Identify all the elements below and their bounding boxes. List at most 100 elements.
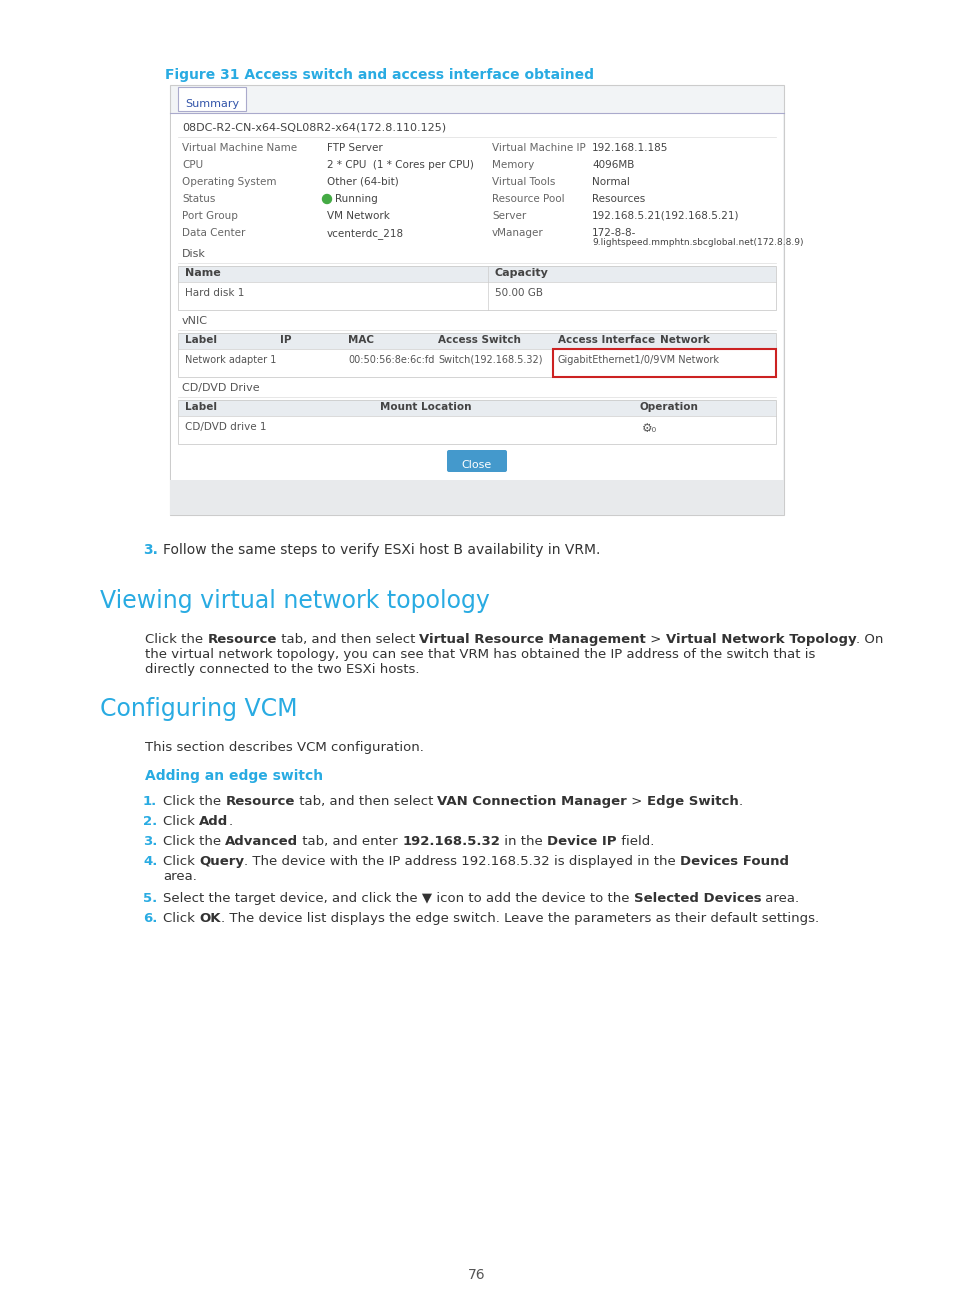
Text: in the: in the: [499, 835, 547, 848]
Text: 6.: 6.: [143, 912, 157, 925]
Text: Virtual Machine Name: Virtual Machine Name: [182, 143, 296, 153]
Text: Status: Status: [182, 194, 215, 203]
Text: area.: area.: [760, 892, 799, 905]
Text: Follow the same steps to verify ESXi host B availability in VRM.: Follow the same steps to verify ESXi hos…: [163, 543, 599, 557]
Text: Click: Click: [163, 912, 199, 925]
Text: Operation: Operation: [639, 402, 699, 412]
Text: MAC: MAC: [348, 334, 374, 345]
Text: Devices Found: Devices Found: [679, 855, 788, 868]
Bar: [170, 86, 783, 515]
Text: .: .: [738, 794, 741, 807]
Text: Network adapter 1: Network adapter 1: [185, 355, 276, 365]
Text: Mount Location: Mount Location: [379, 402, 471, 412]
Text: tab, and then select: tab, and then select: [294, 794, 436, 807]
Text: Query: Query: [199, 855, 244, 868]
Text: 50.00 GB: 50.00 GB: [495, 288, 542, 298]
Text: tab, and enter: tab, and enter: [298, 835, 402, 848]
Text: 192.168.5.21(192.168.5.21): 192.168.5.21(192.168.5.21): [592, 211, 739, 222]
Text: Click: Click: [163, 855, 199, 868]
Text: 1.: 1.: [143, 794, 157, 807]
Text: Virtual Machine IP: Virtual Machine IP: [492, 143, 585, 153]
Text: 08DC-R2-CN-x64-SQL08R2-x64(172.8.110.125): 08DC-R2-CN-x64-SQL08R2-x64(172.8.110.125…: [182, 123, 446, 133]
Text: Switch(192.168.5.32): Switch(192.168.5.32): [437, 355, 542, 365]
Text: Server: Server: [492, 211, 526, 222]
Text: 3.: 3.: [143, 835, 157, 848]
Text: Access Switch: Access Switch: [437, 334, 520, 345]
Text: Viewing virtual network topology: Viewing virtual network topology: [100, 588, 489, 613]
Text: Capacity: Capacity: [495, 268, 548, 279]
Text: 00:50:56:8e:6c:fd: 00:50:56:8e:6c:fd: [348, 355, 434, 365]
Bar: [178, 87, 246, 111]
Text: Data Center: Data Center: [182, 228, 245, 238]
Text: . On: . On: [856, 632, 882, 645]
Text: Selected Devices: Selected Devices: [633, 892, 760, 905]
Bar: [178, 400, 775, 445]
Text: Figure 31 Access switch and access interface obtained: Figure 31 Access switch and access inter…: [165, 67, 594, 82]
Text: FTP Server: FTP Server: [327, 143, 382, 153]
Text: Resource Pool: Resource Pool: [492, 194, 564, 203]
Text: Click the: Click the: [163, 794, 225, 807]
Text: Click the: Click the: [163, 835, 225, 848]
Text: Advanced: Advanced: [225, 835, 298, 848]
Text: 3.: 3.: [143, 543, 157, 557]
Bar: [553, 349, 775, 377]
Text: 192.168.5.32: 192.168.5.32: [402, 835, 499, 848]
Bar: [178, 333, 775, 349]
Text: Memory: Memory: [492, 159, 534, 170]
Text: Configuring VCM: Configuring VCM: [100, 697, 297, 721]
Text: Click: Click: [163, 815, 199, 828]
Text: 4.: 4.: [143, 855, 157, 868]
Text: VAN Connection Manager: VAN Connection Manager: [436, 794, 626, 807]
Text: >: >: [626, 794, 646, 807]
Text: Click the: Click the: [145, 632, 207, 645]
Text: .: .: [228, 815, 233, 828]
Bar: [171, 114, 782, 515]
Text: 2 * CPU  (1 * Cores per CPU): 2 * CPU (1 * Cores per CPU): [327, 159, 474, 170]
Text: CD/DVD Drive: CD/DVD Drive: [182, 384, 259, 393]
Text: Add: Add: [199, 815, 228, 828]
Text: Disk: Disk: [182, 249, 206, 259]
Text: . The device list displays the edge switch. Leave the parameters as their defaul: . The device list displays the edge swit…: [220, 912, 818, 925]
Text: 4096MB: 4096MB: [592, 159, 634, 170]
Circle shape: [322, 194, 331, 203]
Text: Virtual Tools: Virtual Tools: [492, 178, 555, 187]
Text: Device IP: Device IP: [547, 835, 616, 848]
Text: the virtual network topology, you can see that VRM has obtained the IP address o: the virtual network topology, you can se…: [145, 648, 815, 661]
Text: Label: Label: [185, 334, 216, 345]
Text: Access Interface: Access Interface: [558, 334, 655, 345]
Text: GigabitEthernet1/0/9: GigabitEthernet1/0/9: [558, 355, 659, 365]
Text: ⚙₀: ⚙₀: [641, 422, 657, 435]
Text: Normal: Normal: [592, 178, 629, 187]
Text: vManager: vManager: [492, 228, 543, 238]
Text: Virtual Network Topology: Virtual Network Topology: [665, 632, 856, 645]
Bar: [178, 266, 775, 283]
Bar: [178, 400, 775, 416]
Text: Resource: Resource: [207, 632, 276, 645]
Text: 2.: 2.: [143, 815, 157, 828]
Text: CPU: CPU: [182, 159, 203, 170]
Text: IP: IP: [280, 334, 292, 345]
Text: 9.lightspeed.mmphtn.sbcglobal.net(172.8.8.9): 9.lightspeed.mmphtn.sbcglobal.net(172.8.…: [592, 238, 802, 248]
Text: 192.168.1.185: 192.168.1.185: [592, 143, 668, 153]
Text: vNIC: vNIC: [182, 316, 208, 327]
Text: Summary: Summary: [185, 98, 239, 109]
Text: VM Network: VM Network: [659, 355, 719, 365]
Text: Resource: Resource: [225, 794, 294, 807]
Text: tab, and then select: tab, and then select: [276, 632, 419, 645]
Text: directly connected to the two ESXi hosts.: directly connected to the two ESXi hosts…: [145, 664, 419, 677]
Text: This section describes VCM configuration.: This section describes VCM configuration…: [145, 741, 423, 754]
Text: Port Group: Port Group: [182, 211, 237, 222]
Text: Select the target device, and click the ▼ icon to add the device to the: Select the target device, and click the …: [163, 892, 633, 905]
Text: >: >: [645, 632, 665, 645]
Text: . The device with the IP address 192.168.5.32 is displayed in the: . The device with the IP address 192.168…: [244, 855, 679, 868]
Text: Close: Close: [461, 460, 492, 470]
Bar: [178, 333, 775, 377]
Text: Resources: Resources: [592, 194, 644, 203]
Text: vcenterdc_218: vcenterdc_218: [327, 228, 404, 238]
Text: Label: Label: [185, 402, 216, 412]
Text: Operating System: Operating System: [182, 178, 276, 187]
Text: 76: 76: [468, 1267, 485, 1282]
Text: Other (64-bit): Other (64-bit): [327, 178, 398, 187]
Text: Network: Network: [659, 334, 709, 345]
Text: Running: Running: [335, 194, 377, 203]
